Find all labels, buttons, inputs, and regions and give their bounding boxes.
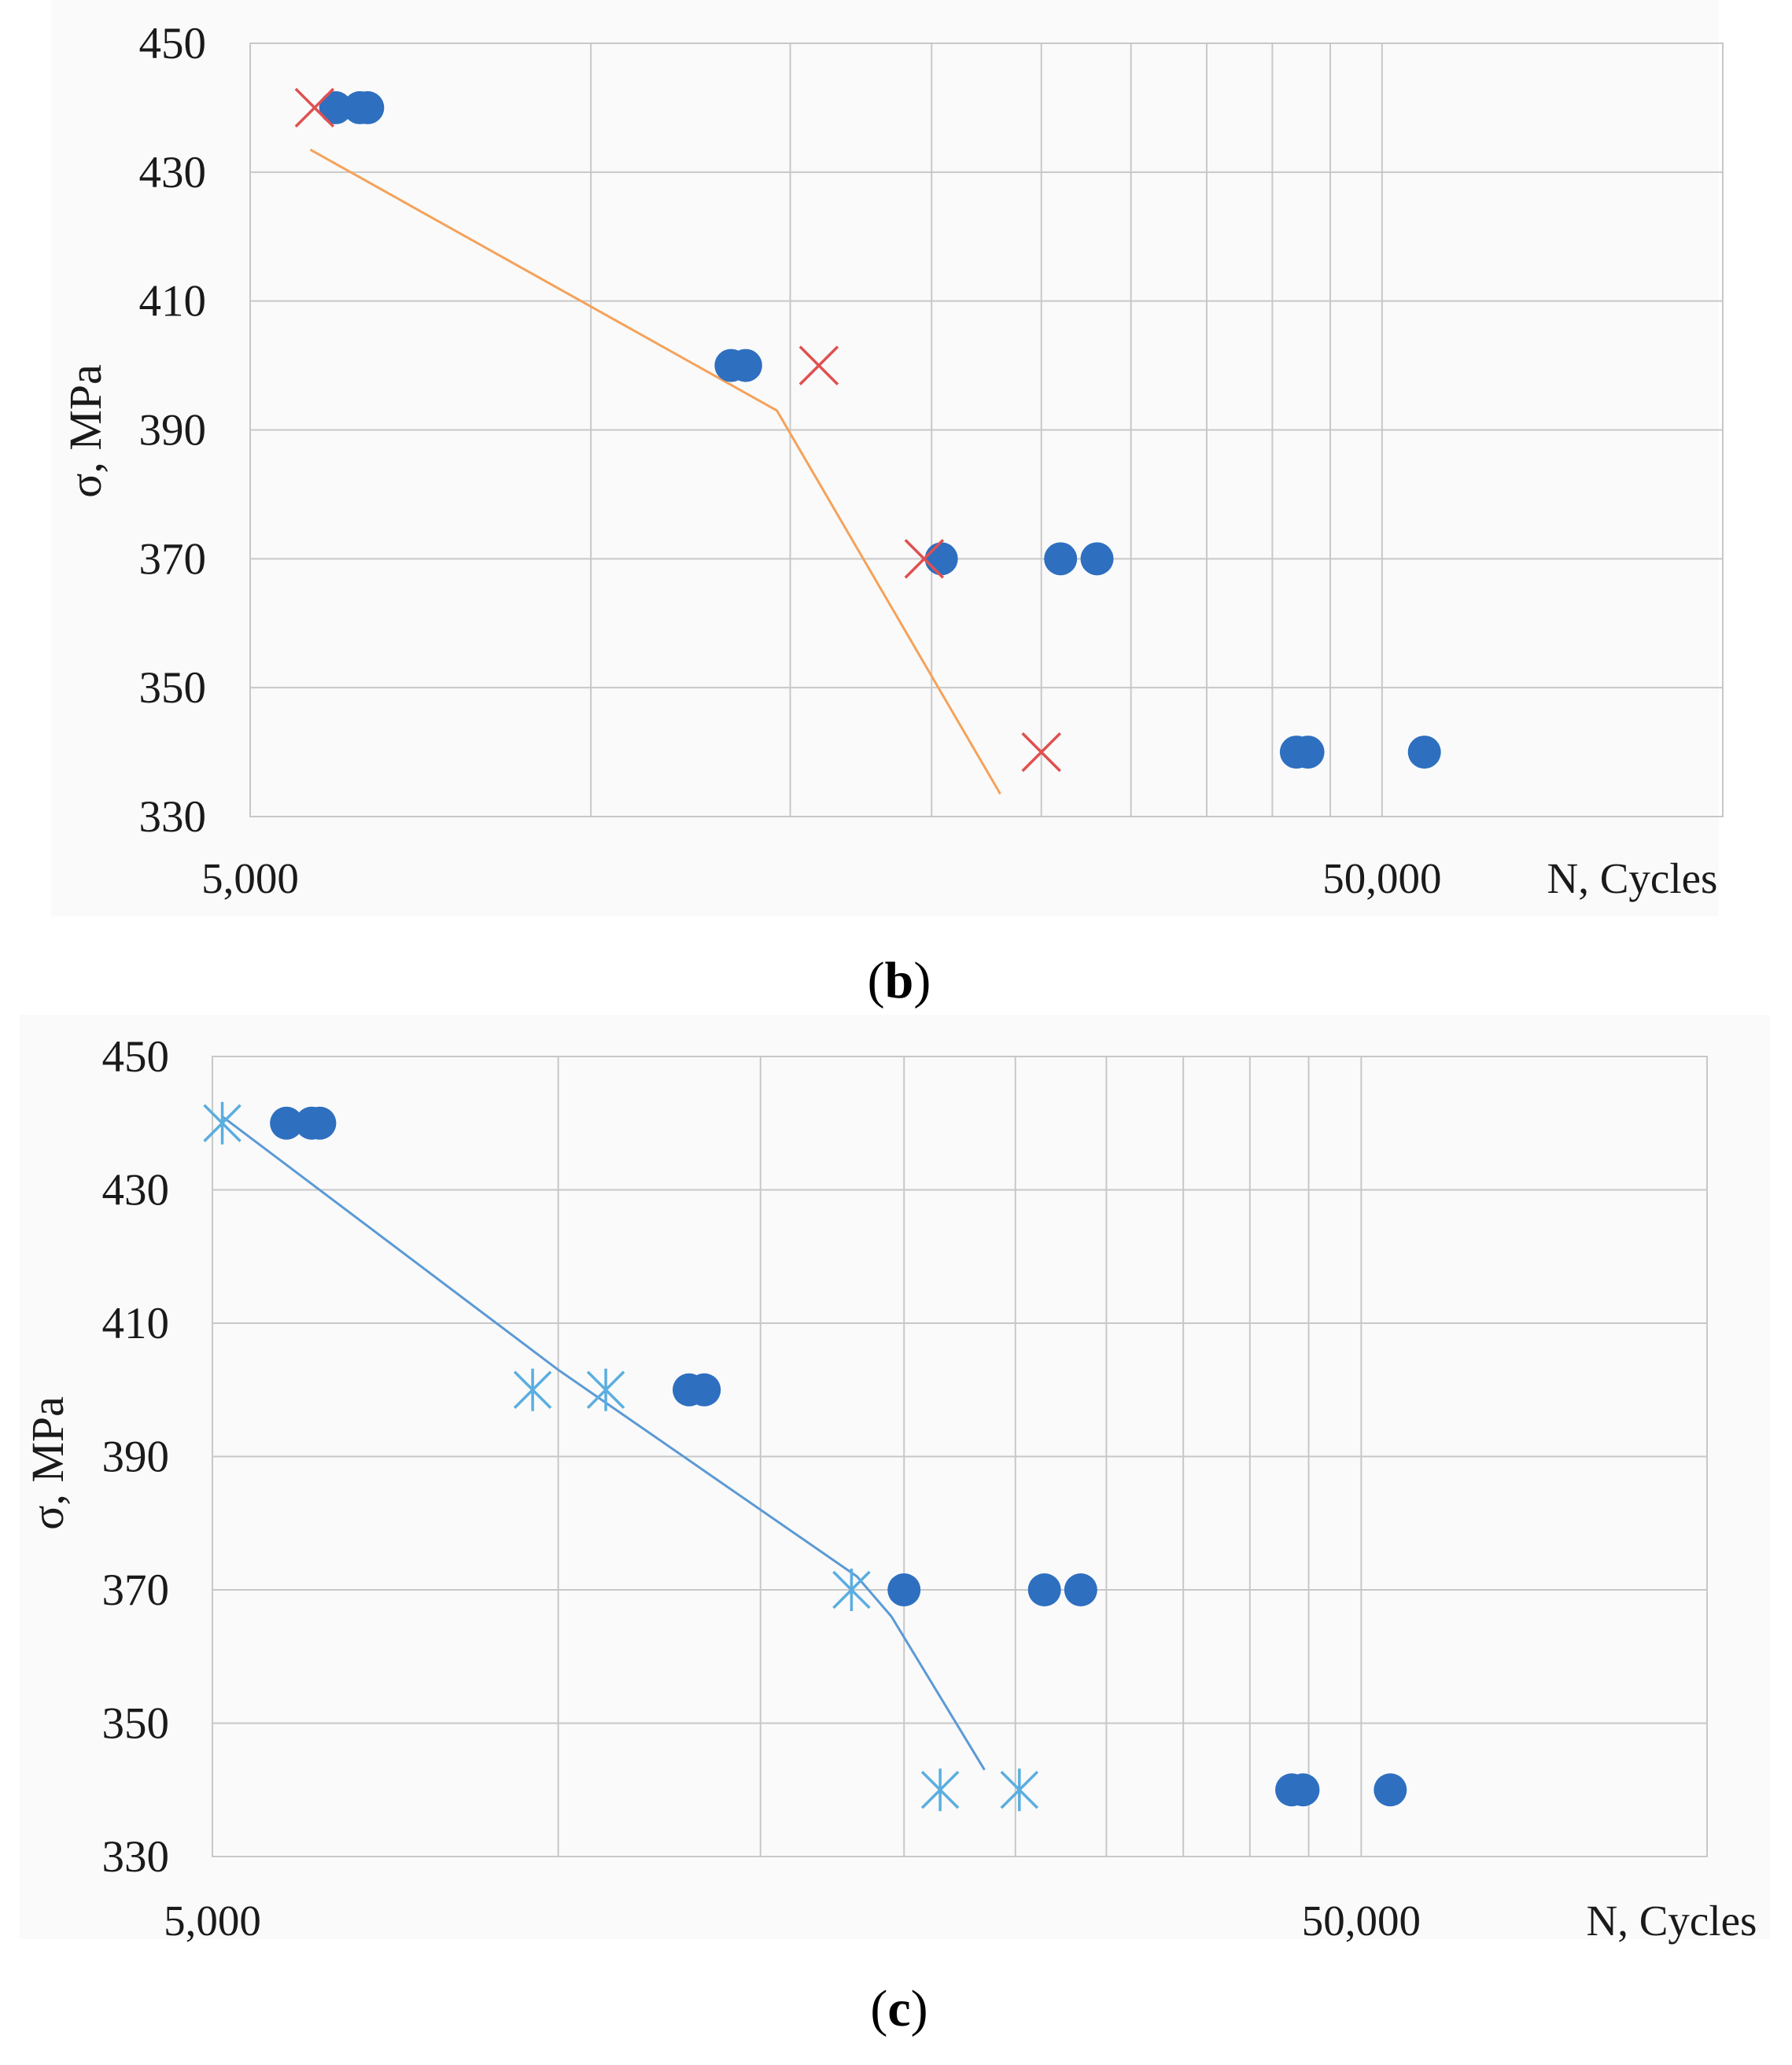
y-tick-label: 430 <box>139 148 207 197</box>
failure-point <box>920 1768 960 1812</box>
failure-point <box>203 1101 242 1145</box>
runout-point <box>303 1106 337 1140</box>
failure-point <box>1021 732 1061 773</box>
failure-point <box>586 1368 625 1411</box>
y-tick-label: 450 <box>102 1032 170 1082</box>
failure-point <box>513 1368 552 1411</box>
failure-point <box>1000 1768 1039 1812</box>
y-tick-label: 330 <box>102 1832 170 1882</box>
x-tick-label: 50,000 <box>1322 854 1441 902</box>
x-tick-label: 50,000 <box>1302 1897 1421 1945</box>
y-axis-label: σ, MPa <box>60 364 111 498</box>
x-tick-label: 5,000 <box>201 854 299 902</box>
panel-background <box>20 1015 1770 1939</box>
caption-close-paren: ) <box>911 1980 928 2037</box>
panel-background <box>51 0 1719 916</box>
runout-point <box>1407 736 1441 769</box>
x-axis-label: N, Cycles <box>1587 1897 1757 1945</box>
y-axis-label: σ, MPa <box>22 1396 73 1530</box>
caption-letter: b <box>885 952 914 1009</box>
y-tick-label: 350 <box>102 1699 170 1749</box>
caption-letter: c <box>887 1980 910 2037</box>
failure-point <box>294 87 335 128</box>
y-tick-label: 430 <box>102 1166 170 1215</box>
x-tick-label: 5,000 <box>164 1897 261 1945</box>
plot-frame <box>249 42 1724 817</box>
failure-point <box>798 345 839 385</box>
runout-point <box>319 90 352 124</box>
chart-panel-c: 450 430 410 390 370 350 330 5,000 50,000 σ, MPa N,… <box>20 1015 1770 2037</box>
y-tick-label: 410 <box>102 1299 170 1348</box>
plot-frame <box>212 1056 1708 1857</box>
runout-point <box>351 90 385 124</box>
panel-caption: (b) <box>868 952 931 1009</box>
runout-point <box>1373 1773 1407 1807</box>
y-tick-label: 450 <box>139 19 207 68</box>
failure-point <box>832 1569 871 1611</box>
y-tick-label: 370 <box>139 534 207 584</box>
caption-open-paren: ( <box>868 952 885 1009</box>
runout-point <box>1064 1573 1097 1606</box>
runout-point <box>887 1573 921 1606</box>
y-tick-label: 390 <box>102 1433 170 1482</box>
runout-point <box>1291 736 1325 769</box>
y-tick-label: 350 <box>139 663 207 713</box>
runout-point <box>1286 1773 1320 1807</box>
runout-point <box>728 348 762 382</box>
runout-point <box>270 1106 304 1140</box>
caption-close-paren: ) <box>913 952 931 1009</box>
chart-panel-b: 450 430 410 390 370 350 330 5,000 50,000 σ, MPa N,… <box>51 0 1724 1009</box>
fit-line <box>221 1115 986 1771</box>
runout-point <box>1027 1573 1061 1606</box>
y-tick-label: 330 <box>139 792 207 842</box>
runout-point <box>1080 542 1114 576</box>
y-tick-label: 370 <box>102 1565 170 1615</box>
x-axis-label: N, Cycles <box>1547 854 1718 902</box>
failure-point <box>904 539 945 579</box>
y-tick-label: 390 <box>139 406 207 455</box>
runout-point <box>924 542 958 576</box>
runout-point <box>688 1373 721 1407</box>
y-tick-label: 410 <box>139 277 207 326</box>
fit-line <box>309 148 1001 795</box>
runout-point <box>1044 542 1078 576</box>
caption-open-paren: ( <box>870 1980 887 2037</box>
panel-caption: (c) <box>870 1980 927 2037</box>
